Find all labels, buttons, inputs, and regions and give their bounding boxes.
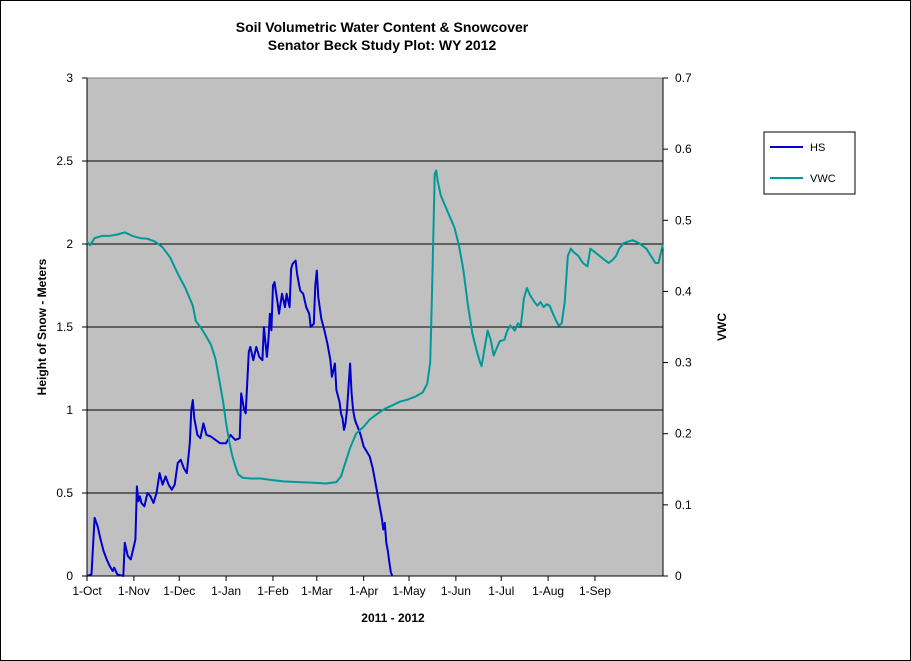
y-tick-label: 1.5: [56, 320, 73, 334]
legend-box: [763, 131, 856, 195]
series-line-vwc: [86, 169, 664, 485]
y2-tick-label: 0.5: [675, 213, 692, 227]
y-axis-right: 0 0.1 0.2 0.3 0.4 0.5 0.6 0.7: [662, 71, 692, 583]
y2-tick-label: 0.3: [675, 356, 692, 370]
x-tick-label: 1-Oct: [72, 584, 102, 598]
legend: HS VWC: [763, 131, 856, 195]
legend-label-vwc: VWC: [810, 173, 836, 185]
y2-tick-label: 0: [675, 569, 682, 583]
legend-label-hs: HS: [810, 142, 825, 154]
y2-axis-title: VWC: [715, 313, 729, 341]
x-tick-label: 1-Jun: [441, 584, 471, 598]
series-lines: [86, 169, 664, 577]
x-tick-label: 1-Nov: [118, 584, 150, 598]
x-tick-label: 1-Dec: [163, 584, 195, 598]
chart-title: Soil Volumetric Water Content & Snowcove…: [236, 19, 529, 35]
x-tick-label: 1-Aug: [532, 584, 564, 598]
chart-subtitle: Senator Beck Study Plot: WY 2012: [268, 37, 497, 53]
y-tick-label: 1: [66, 403, 73, 417]
x-tick-label: 1-Feb: [257, 584, 289, 598]
x-axis-title: 2011 - 2012: [361, 611, 425, 625]
gridlines: [87, 160, 663, 494]
y-tick-label: 0: [66, 569, 73, 583]
y-tick-label: 2.5: [56, 154, 73, 168]
y-axis-title: Height of Snow - Meters: [35, 258, 49, 395]
y-tick-label: 2: [66, 237, 73, 251]
y-tick-label: 0.5: [56, 486, 73, 500]
y-tick-label: 3: [66, 71, 73, 85]
y2-tick-label: 0.7: [675, 71, 692, 85]
x-tick-label: 1-Jul: [488, 584, 514, 598]
x-tick-label: 1-May: [392, 584, 425, 598]
x-tick-label: 1-Jan: [211, 584, 241, 598]
x-tick-label: 1-Apr: [349, 584, 378, 598]
series-line-hs: [86, 259, 394, 577]
y2-tick-label: 0.4: [675, 284, 692, 298]
y2-tick-label: 0.6: [675, 142, 692, 156]
y2-tick-label: 0.2: [675, 427, 692, 441]
y-axis-left: 0 0.5 1 1.5 2 2.5 3: [56, 71, 88, 583]
x-tick-label: 1-Mar: [301, 584, 332, 598]
x-axis: 1-Oct 1-Nov 1-Dec 1-Jan 1-Feb 1-Mar 1-Apr 1-May…: [72, 575, 663, 598]
x-tick-label: 1-Sep: [579, 584, 611, 598]
y2-tick-label: 0.1: [675, 498, 692, 512]
